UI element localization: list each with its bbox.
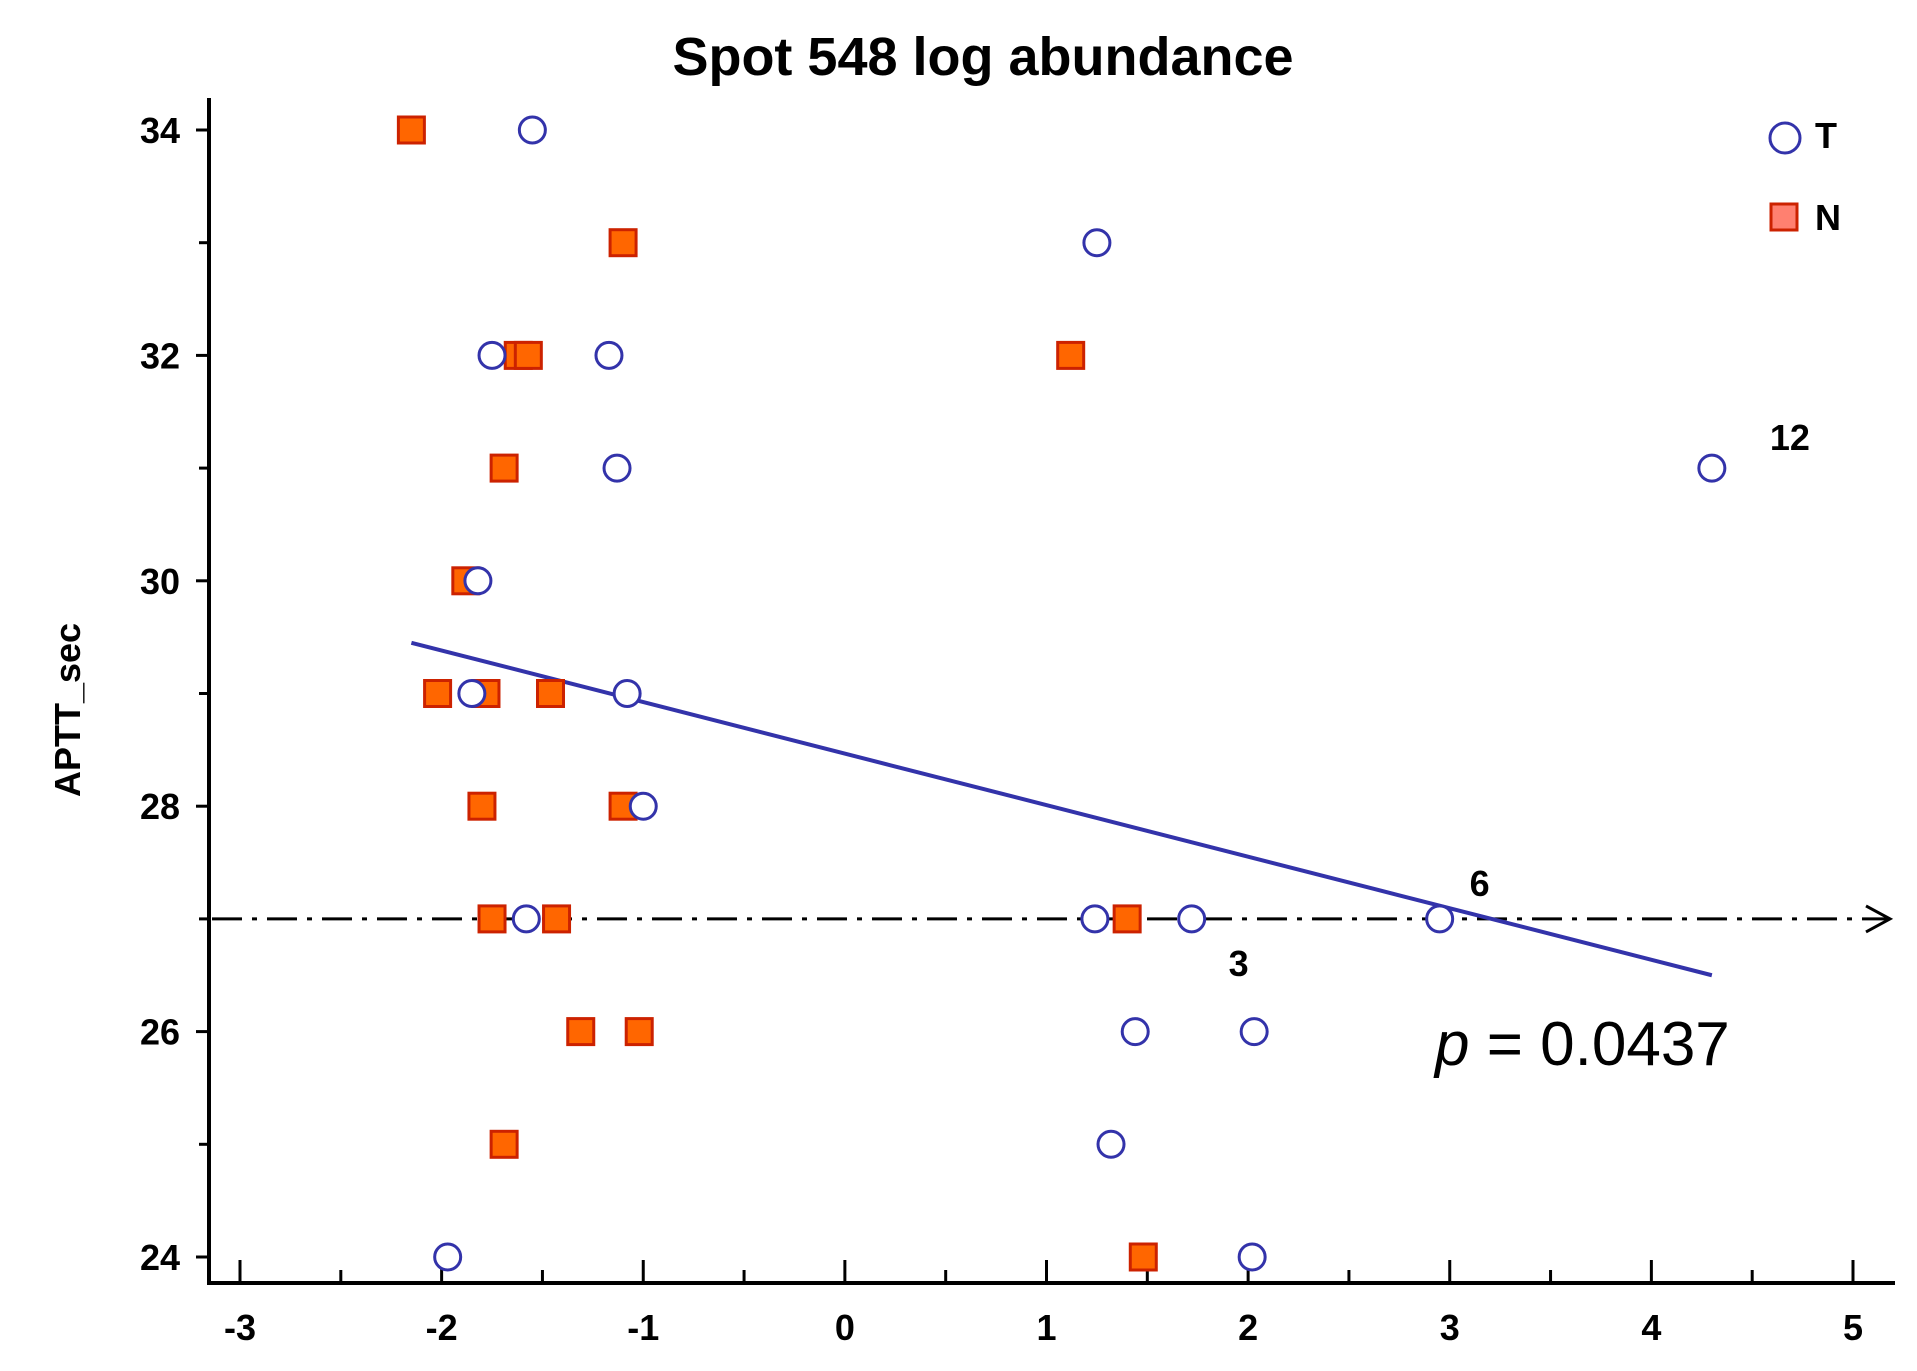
y-tick-label: 34	[140, 110, 180, 151]
regression-line	[410, 640, 1713, 978]
point-T	[517, 115, 547, 145]
y-ticks: 24 26 28 30 32 34	[140, 110, 209, 1278]
point-T	[1239, 1017, 1269, 1047]
point-N	[1128, 1242, 1158, 1272]
point-T	[1082, 228, 1112, 258]
series-N	[396, 115, 1158, 1272]
reference-line-arrow	[1865, 904, 1894, 934]
point-N	[566, 1017, 596, 1047]
point-T	[602, 453, 632, 483]
legend-marker-T	[1768, 121, 1802, 155]
y-tick-label: 28	[140, 786, 180, 827]
point-N	[489, 453, 519, 483]
y-tick-label: 32	[140, 335, 180, 376]
point-N	[624, 1017, 654, 1047]
legend-label-N: N	[1815, 197, 1841, 238]
point-T	[1697, 453, 1727, 483]
legend-label-T: T	[1815, 115, 1837, 156]
p-value: p = 0.0437	[1433, 1010, 1730, 1079]
point-T	[477, 340, 507, 370]
point-T	[594, 340, 624, 370]
point-T	[463, 566, 493, 596]
point-N	[536, 679, 566, 708]
point-T	[511, 904, 541, 934]
point-N	[1112, 904, 1142, 934]
x-ticks: -3 -2 -1 0 1 2 3 4 5	[224, 1260, 1863, 1348]
point-annotations: 12 6 3	[1229, 417, 1810, 984]
y-tick-label: 24	[140, 1237, 180, 1278]
x-tick-label: 4	[1641, 1307, 1661, 1348]
point-T	[1120, 1017, 1150, 1047]
point-N	[513, 340, 543, 370]
point-T	[1237, 1242, 1267, 1272]
x-tick-label: 3	[1440, 1307, 1460, 1348]
chart-title: Spot 548 log abundance	[672, 27, 1293, 87]
point-T	[1096, 1129, 1126, 1159]
point-N	[396, 115, 426, 145]
point-N	[608, 228, 638, 258]
x-tick-label: 0	[835, 1307, 855, 1348]
point-T	[1080, 904, 1110, 934]
x-tick-label: -2	[426, 1307, 458, 1348]
point-T	[433, 1242, 463, 1272]
point-T	[1425, 904, 1455, 934]
point-annotation: 12	[1770, 417, 1810, 458]
point-N	[1056, 340, 1086, 370]
y-tick-label: 30	[140, 561, 180, 602]
y-axis-label: APTT_sec	[47, 623, 88, 797]
point-T	[628, 791, 658, 821]
legend: T N	[1768, 115, 1841, 238]
x-tick-label: -1	[627, 1307, 659, 1348]
point-N	[542, 904, 572, 934]
point-T	[457, 679, 487, 708]
point-T	[1177, 904, 1207, 934]
x-tick-label: 2	[1238, 1307, 1258, 1348]
series-T	[433, 115, 1727, 1272]
point-N	[423, 679, 453, 708]
point-N	[489, 1129, 519, 1159]
p-value-text: = 0.0437	[1469, 1010, 1729, 1079]
legend-marker-N	[1769, 202, 1799, 232]
point-annotation: 6	[1470, 863, 1490, 904]
x-tick-label: 5	[1843, 1307, 1863, 1348]
p-value-symbol: p	[1433, 1010, 1469, 1079]
y-tick-label: 26	[140, 1012, 180, 1053]
x-tick-label: 1	[1036, 1307, 1056, 1348]
x-tick-label: -3	[224, 1307, 256, 1348]
point-N	[477, 904, 507, 934]
point-annotation: 3	[1229, 943, 1249, 984]
point-T	[612, 679, 642, 708]
point-N	[467, 791, 497, 821]
